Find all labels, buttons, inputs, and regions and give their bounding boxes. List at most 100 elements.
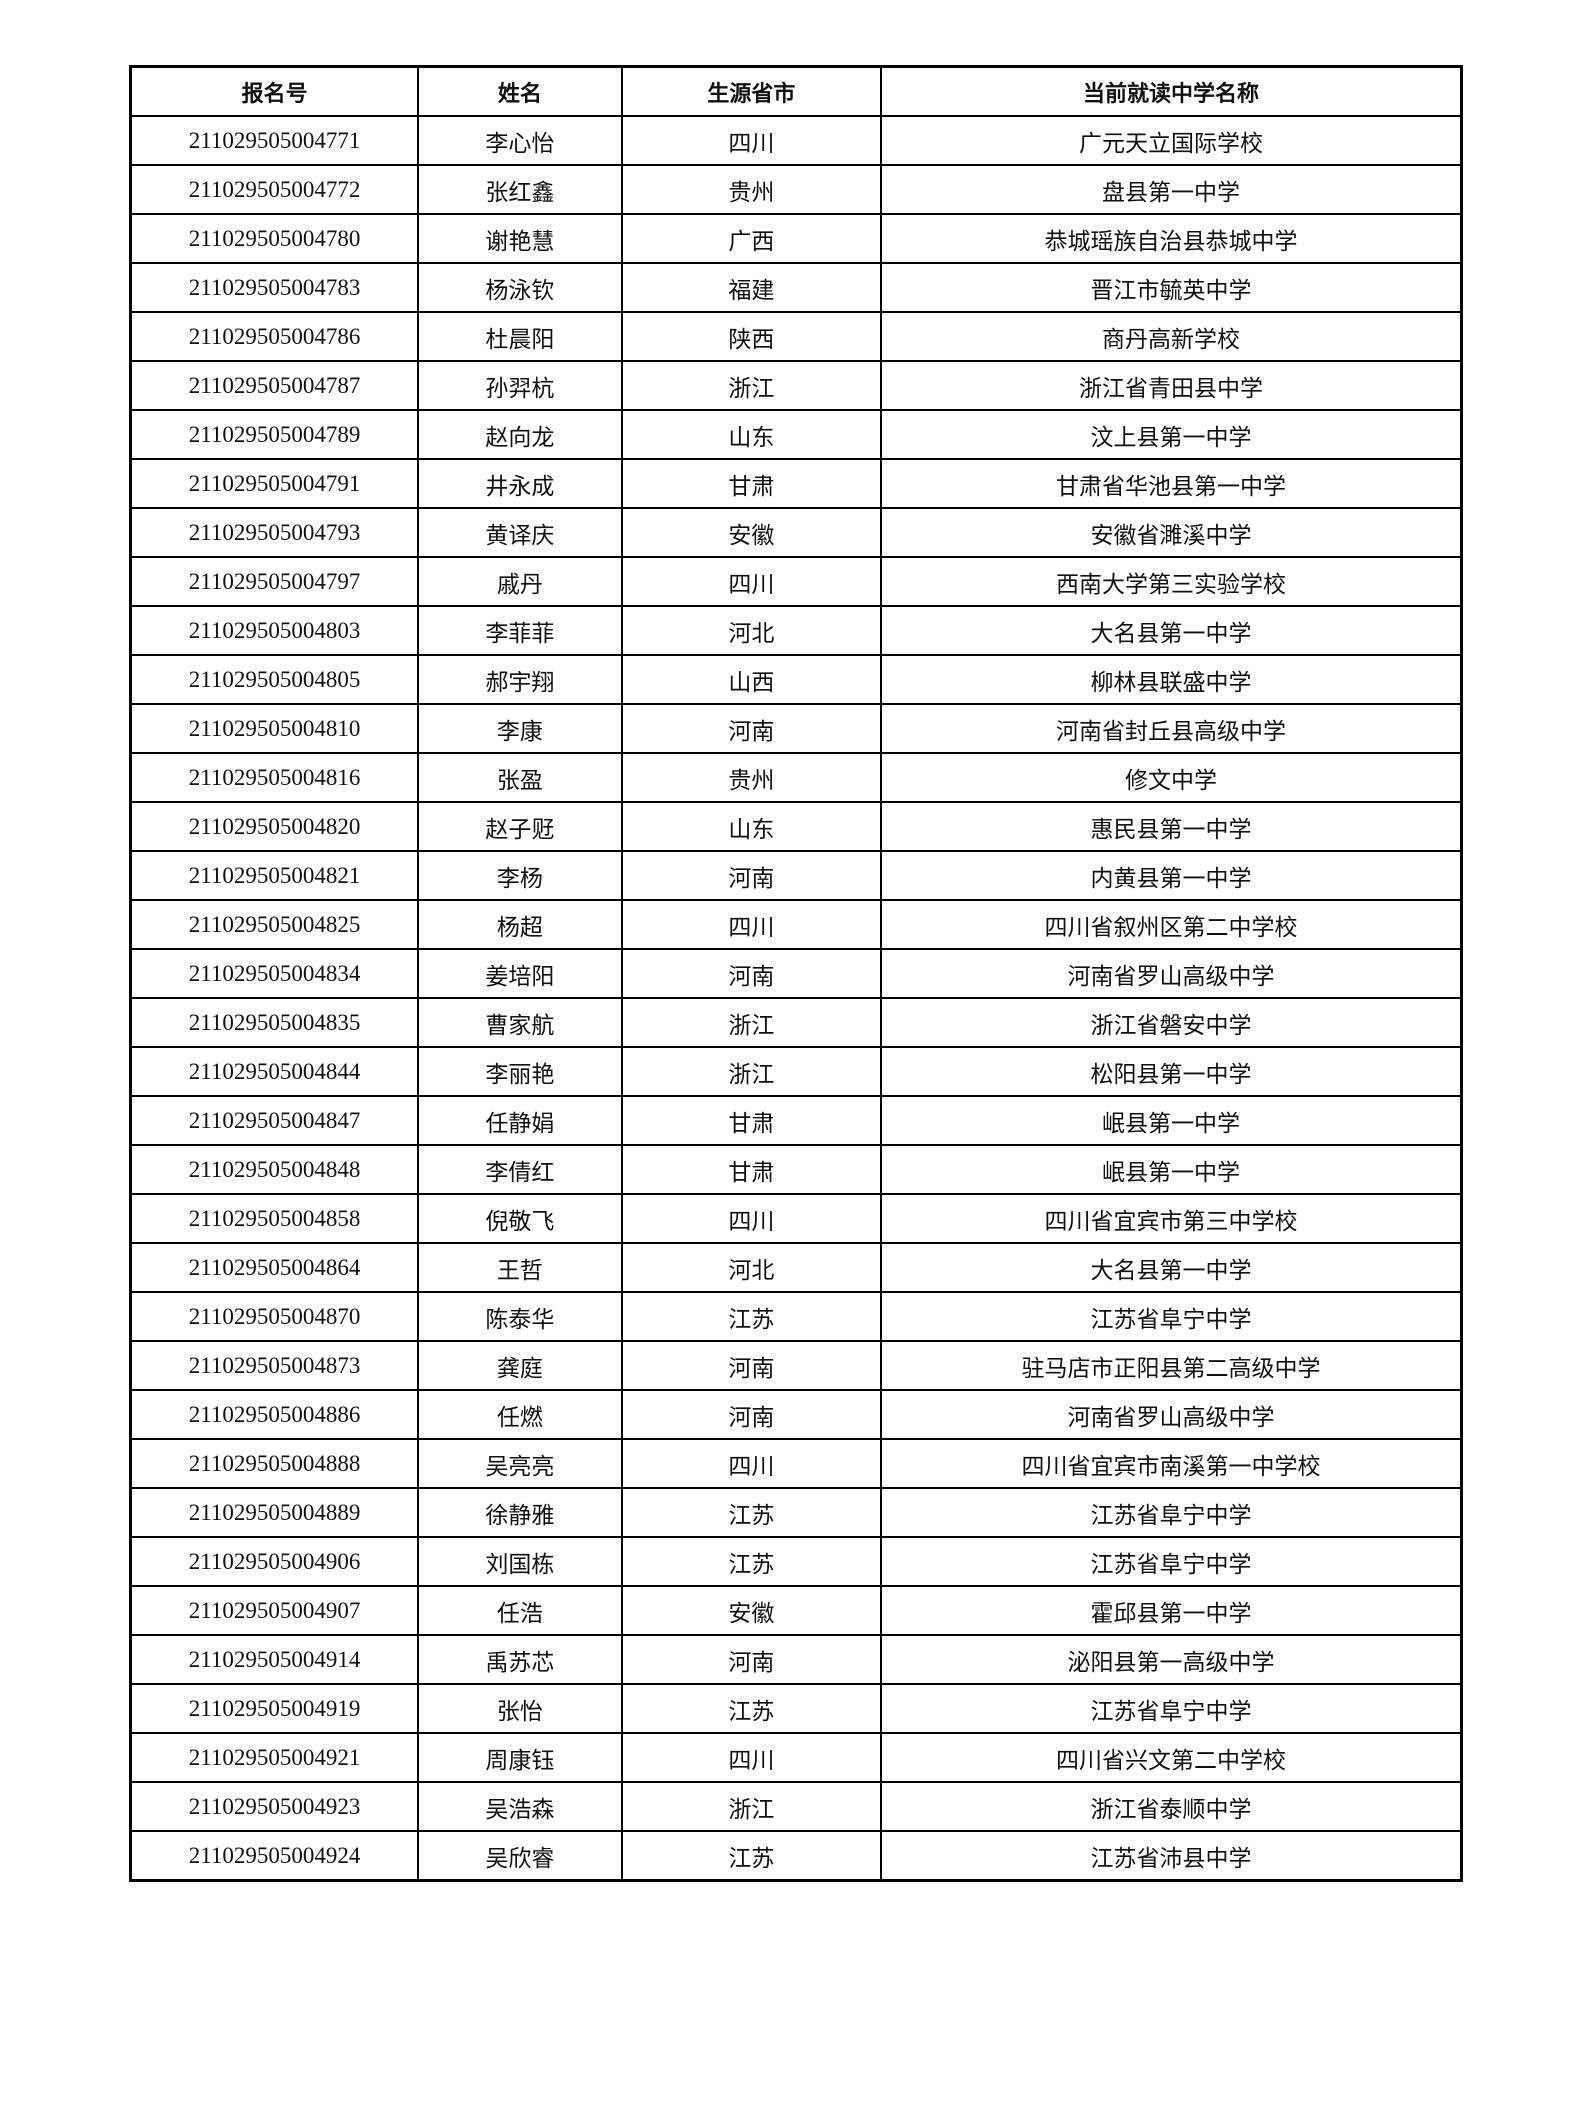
cell-school-name: 霍邱县第一中学 <box>880 1585 1463 1636</box>
cell-registration-number: 211029505004825 <box>129 899 420 950</box>
cell-province: 江苏 <box>620 1291 883 1342</box>
cell-student-name: 张红鑫 <box>417 164 623 215</box>
table-row: 211029505004858 倪敬飞 四川 四川省宜宾市第三中学校 <box>129 1193 1463 1244</box>
cell-registration-number: 211029505004797 <box>129 556 420 607</box>
cell-province: 河北 <box>620 1242 883 1293</box>
table-row: 211029505004825 杨超 四川 四川省叙州区第二中学校 <box>129 899 1463 950</box>
cell-student-name: 张怡 <box>417 1683 623 1734</box>
cell-province: 四川 <box>620 556 883 607</box>
cell-registration-number: 211029505004786 <box>129 311 420 362</box>
cell-school-name: 广元天立国际学校 <box>880 115 1463 166</box>
cell-registration-number: 211029505004864 <box>129 1242 420 1293</box>
table-row: 211029505004835 曹家航 浙江 浙江省磐安中学 <box>129 997 1463 1048</box>
table-row: 211029505004821 李杨 河南 内黄县第一中学 <box>129 850 1463 901</box>
cell-province: 贵州 <box>620 164 883 215</box>
cell-province: 浙江 <box>620 1046 883 1097</box>
cell-registration-number: 211029505004858 <box>129 1193 420 1244</box>
cell-school-name: 西南大学第三实验学校 <box>880 556 1463 607</box>
cell-student-name: 周康钰 <box>417 1732 623 1783</box>
cell-registration-number: 211029505004835 <box>129 997 420 1048</box>
cell-school-name: 河南省封丘县高级中学 <box>880 703 1463 754</box>
cell-student-name: 李丽艳 <box>417 1046 623 1097</box>
cell-province: 山东 <box>620 409 883 460</box>
cell-registration-number: 211029505004924 <box>129 1830 420 1882</box>
cell-registration-number: 211029505004816 <box>129 752 420 803</box>
cell-province: 福建 <box>620 262 883 313</box>
cell-student-name: 黄译庆 <box>417 507 623 558</box>
cell-registration-number: 211029505004783 <box>129 262 420 313</box>
cell-school-name: 江苏省沛县中学 <box>880 1830 1463 1882</box>
table-row: 211029505004886 任燃 河南 河南省罗山高级中学 <box>129 1389 1463 1440</box>
cell-student-name: 任浩 <box>417 1585 623 1636</box>
table-row: 211029505004789 赵向龙 山东 汶上县第一中学 <box>129 409 1463 460</box>
cell-school-name: 内黄县第一中学 <box>880 850 1463 901</box>
cell-school-name: 浙江省青田县中学 <box>880 360 1463 411</box>
cell-school-name: 大名县第一中学 <box>880 605 1463 656</box>
cell-student-name: 龚庭 <box>417 1340 623 1391</box>
header-province: 生源省市 <box>620 65 883 117</box>
cell-registration-number: 211029505004848 <box>129 1144 420 1195</box>
header-school: 当前就读中学名称 <box>880 65 1463 117</box>
cell-school-name: 驻马店市正阳县第二高级中学 <box>880 1340 1463 1391</box>
cell-student-name: 杨超 <box>417 899 623 950</box>
table-row: 211029505004780 谢艳慧 广西 恭城瑶族自治县恭城中学 <box>129 213 1463 264</box>
cell-school-name: 江苏省阜宁中学 <box>880 1291 1463 1342</box>
cell-registration-number: 211029505004889 <box>129 1487 420 1538</box>
cell-school-name: 岷县第一中学 <box>880 1144 1463 1195</box>
cell-registration-number: 211029505004791 <box>129 458 420 509</box>
cell-school-name: 盘县第一中学 <box>880 164 1463 215</box>
cell-province: 河南 <box>620 948 883 999</box>
cell-registration-number: 211029505004810 <box>129 703 420 754</box>
cell-student-name: 李心怡 <box>417 115 623 166</box>
cell-student-name: 徐静雅 <box>417 1487 623 1538</box>
cell-school-name: 江苏省阜宁中学 <box>880 1536 1463 1587</box>
cell-student-name: 谢艳慧 <box>417 213 623 264</box>
cell-registration-number: 211029505004834 <box>129 948 420 999</box>
cell-student-name: 王哲 <box>417 1242 623 1293</box>
table-row: 211029505004786 杜晨阳 陕西 商丹高新学校 <box>129 311 1463 362</box>
cell-province: 安徽 <box>620 1585 883 1636</box>
table-row: 211029505004921 周康钰 四川 四川省兴文第二中学校 <box>129 1732 1463 1783</box>
cell-province: 四川 <box>620 1193 883 1244</box>
cell-student-name: 陈泰华 <box>417 1291 623 1342</box>
cell-school-name: 岷县第一中学 <box>880 1095 1463 1146</box>
table-row: 211029505004848 李倩红 甘肃 岷县第一中学 <box>129 1144 1463 1195</box>
cell-student-name: 吴浩森 <box>417 1781 623 1832</box>
cell-registration-number: 211029505004907 <box>129 1585 420 1636</box>
cell-province: 江苏 <box>620 1830 883 1882</box>
cell-school-name: 四川省宜宾市第三中学校 <box>880 1193 1463 1244</box>
table-row: 211029505004810 李康 河南 河南省封丘县高级中学 <box>129 703 1463 754</box>
table-row: 211029505004906 刘国栋 江苏 江苏省阜宁中学 <box>129 1536 1463 1587</box>
cell-school-name: 安徽省濉溪中学 <box>880 507 1463 558</box>
table-row: 211029505004923 吴浩森 浙江 浙江省泰顺中学 <box>129 1781 1463 1832</box>
cell-registration-number: 211029505004772 <box>129 164 420 215</box>
cell-registration-number: 211029505004923 <box>129 1781 420 1832</box>
cell-province: 甘肃 <box>620 1144 883 1195</box>
cell-province: 四川 <box>620 1732 883 1783</box>
cell-province: 山东 <box>620 801 883 852</box>
cell-registration-number: 211029505004844 <box>129 1046 420 1097</box>
cell-province: 江苏 <box>620 1487 883 1538</box>
cell-school-name: 浙江省泰顺中学 <box>880 1781 1463 1832</box>
cell-province: 四川 <box>620 115 883 166</box>
cell-school-name: 晋江市毓英中学 <box>880 262 1463 313</box>
cell-province: 广西 <box>620 213 883 264</box>
cell-province: 四川 <box>620 899 883 950</box>
table-row: 211029505004847 任静娟 甘肃 岷县第一中学 <box>129 1095 1463 1146</box>
cell-registration-number: 211029505004821 <box>129 850 420 901</box>
cell-student-name: 吴亮亮 <box>417 1438 623 1489</box>
cell-school-name: 江苏省阜宁中学 <box>880 1487 1463 1538</box>
table-row: 211029505004797 戚丹 四川 西南大学第三实验学校 <box>129 556 1463 607</box>
cell-student-name: 吴欣睿 <box>417 1830 623 1882</box>
cell-student-name: 杜晨阳 <box>417 311 623 362</box>
cell-school-name: 甘肃省华池县第一中学 <box>880 458 1463 509</box>
cell-school-name: 泌阳县第一高级中学 <box>880 1634 1463 1685</box>
cell-registration-number: 211029505004793 <box>129 507 420 558</box>
cell-province: 浙江 <box>620 360 883 411</box>
table-row: 211029505004924 吴欣睿 江苏 江苏省沛县中学 <box>129 1830 1463 1882</box>
cell-student-name: 戚丹 <box>417 556 623 607</box>
table-row: 211029505004805 郝宇翔 山西 柳林县联盛中学 <box>129 654 1463 705</box>
table-row: 211029505004864 王哲 河北 大名县第一中学 <box>129 1242 1463 1293</box>
table-row: 211029505004914 禹苏芯 河南 泌阳县第一高级中学 <box>129 1634 1463 1685</box>
table-row: 211029505004787 孙羿杭 浙江 浙江省青田县中学 <box>129 360 1463 411</box>
